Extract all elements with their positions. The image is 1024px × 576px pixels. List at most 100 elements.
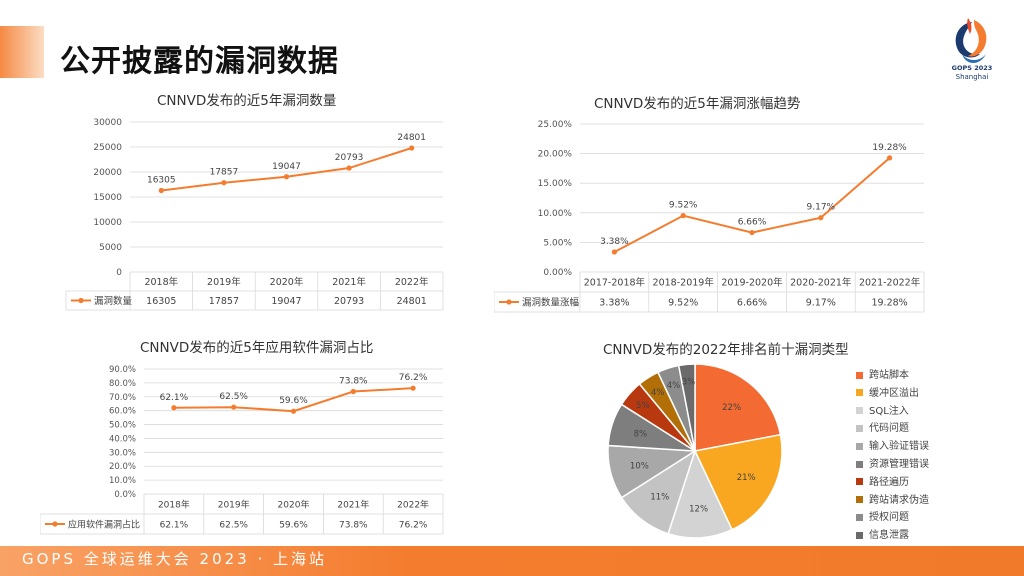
y-tick-label: 20.00%: [538, 150, 573, 160]
data-point: [818, 215, 824, 221]
legend-entry: 跨站脚本: [856, 366, 909, 381]
chart3-title: CNNVD发布的近5年应用软件漏洞占比: [140, 340, 374, 356]
y-tick-label: 0.0%: [114, 490, 136, 500]
series-line: [613, 157, 891, 253]
chart4-title: CNNVD发布的2022年排名前十漏洞类型: [603, 342, 849, 358]
y-tick-label: 15000: [93, 193, 122, 203]
pie-data-label: 3%: [682, 378, 696, 388]
data-point: [231, 404, 237, 410]
legend-swatch: [856, 513, 863, 521]
legend-label: 信息泄露: [869, 530, 909, 542]
legend-entry: 代码问题: [856, 419, 909, 434]
table-value: 19047: [271, 296, 301, 307]
legend-swatch: [856, 531, 863, 539]
chart1-title: CNNVD发布的近5年漏洞数量: [157, 93, 337, 109]
y-tick-label: 10000: [93, 218, 122, 228]
gops-logo-icon: [955, 18, 987, 63]
x-category-label: 2022年: [397, 499, 429, 511]
x-category-label: 2021年: [332, 276, 366, 288]
pie-data-label: 22%: [722, 403, 741, 413]
y-tick-label: 15.00%: [538, 179, 573, 189]
data-label: 3.38%: [600, 237, 629, 247]
y-tick-label: 20.0%: [109, 462, 136, 472]
x-category-label: 2020年: [278, 499, 310, 511]
legend-swatch: [856, 407, 863, 415]
y-tick-label: 40.0%: [109, 434, 136, 444]
y-tick-label: 70.0%: [109, 393, 136, 403]
legend-swatch: [856, 442, 863, 450]
legend-entry: 路径遍历: [856, 473, 909, 488]
legend-marker: [506, 299, 512, 305]
chart3-svg: 0.0% 10.0% 20.0% 30.0% 40.0% 50.0% 60.0% 70.0% 8…: [40, 365, 444, 535]
table-value: 3.38%: [599, 298, 629, 309]
pie-data-label: 4%: [667, 381, 681, 391]
table-value: 76.2%: [399, 521, 428, 531]
footer-text: GOPS 全球运维大会 2023 · 上海站: [22, 550, 328, 568]
legend-label: 资源管理错误: [869, 459, 929, 470]
title-accent-bar: [0, 26, 44, 78]
chart2-title: CNNVD发布的近5年漏洞涨幅趋势: [594, 96, 801, 112]
legend-swatch: [856, 424, 863, 432]
legend-series-name: 应用软件漏洞占比: [68, 519, 140, 531]
legend-marker: [52, 521, 58, 527]
data-label: 76.2%: [399, 373, 428, 383]
table-value: 9.52%: [668, 298, 698, 309]
data-label: 17857: [210, 168, 239, 178]
table-value: 24801: [397, 296, 427, 307]
x-category-label: 2017-2018年: [584, 277, 646, 289]
data-label: 9.52%: [669, 201, 698, 211]
legend-label: 跨站请求伪造: [869, 494, 929, 506]
data-point: [749, 229, 755, 236]
data-point: [346, 165, 352, 171]
data-label: 59.6%: [279, 396, 308, 406]
data-point: [409, 145, 415, 151]
legend-swatch: [856, 371, 863, 379]
data-point: [410, 385, 416, 391]
x-category-label: 2019年: [207, 276, 241, 288]
logo-city: Shanghai: [955, 73, 989, 81]
legend-label: 缓冲区溢出: [869, 387, 919, 399]
legend-swatch: [856, 460, 863, 468]
data-point: [290, 408, 297, 414]
y-tick-label: 90.0%: [109, 365, 136, 375]
y-tick-label: 25.00%: [538, 120, 573, 130]
table-value: 59.6%: [279, 521, 308, 531]
x-category-label: 2021-2022年: [859, 277, 921, 289]
x-category-label: 2019年: [218, 499, 250, 511]
data-point: [350, 388, 356, 395]
data-point: [283, 174, 290, 180]
legend-swatch: [856, 478, 863, 486]
data-point: [680, 213, 686, 219]
legend-entry: SQL注入: [856, 402, 909, 417]
table-value: 19.28%: [871, 298, 907, 309]
data-label: 6.66%: [738, 218, 767, 228]
data-point: [171, 405, 177, 411]
table-value: 17857: [209, 296, 239, 307]
pie-slice: [667, 448, 734, 539]
data-label: 16305: [147, 175, 176, 185]
y-tick-label: 0: [116, 268, 122, 278]
logo-name: GOPS 2023: [951, 64, 993, 72]
page-title: 公开披露的漏洞数据: [60, 44, 339, 79]
legend-entry: 输入验证错误: [856, 437, 929, 452]
y-tick-label: 10.0%: [109, 476, 136, 486]
pie-slice: [693, 433, 783, 531]
data-point: [158, 187, 164, 194]
pie-data-label: 11%: [650, 492, 669, 502]
y-tick-label: 5.00%: [543, 238, 572, 248]
table-value: 62.5%: [219, 521, 248, 531]
table-value: 16305: [146, 296, 176, 307]
chart2-svg: 0.00% 5.00% 10.00% 15.00% 20.00% 25.00% 2017-2…: [494, 120, 925, 313]
data-label: 62.5%: [219, 392, 248, 402]
legend-label: SQL注入: [869, 405, 909, 417]
y-tick-label: 50.0%: [109, 421, 136, 431]
x-category-label: 2019-2020年: [721, 277, 783, 289]
legend-entry: 授权问题: [856, 508, 909, 523]
data-point: [221, 180, 227, 186]
y-tick-label: 30000: [93, 118, 122, 128]
pie-data-label: 21%: [737, 473, 756, 483]
y-tick-label: 5000: [99, 243, 122, 253]
data-label: 62.1%: [160, 393, 189, 403]
legend-label: 路径遍历: [869, 476, 909, 488]
y-tick-label: 10.00%: [538, 209, 573, 219]
